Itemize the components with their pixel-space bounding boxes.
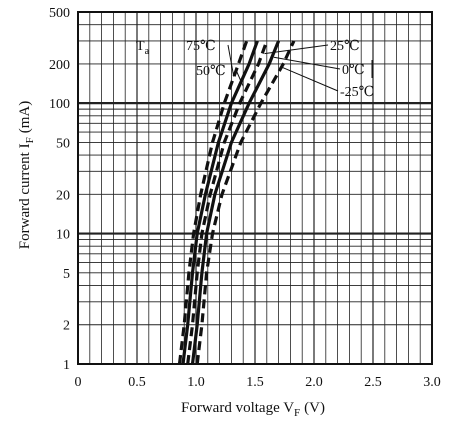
y-tick-label: 10	[56, 228, 70, 243]
y-tick-label: 1	[63, 358, 70, 373]
plot-frame	[77, 11, 433, 365]
temperature-parameter-label: Ta	[136, 39, 150, 57]
series-leader-line	[273, 56, 341, 70]
x-tick-label: 1.5	[246, 375, 264, 390]
x-tick-label: 1.0	[187, 375, 205, 390]
grid	[78, 12, 433, 364]
x-tick-label: 3.0	[423, 375, 441, 390]
curves	[177, 40, 296, 365]
series-label: -25℃	[340, 85, 374, 100]
x-tick-label: 2.5	[364, 375, 382, 390]
y-tick-label: 20	[56, 188, 70, 203]
y-tick-label: 500	[49, 6, 70, 21]
series-line	[181, 40, 259, 365]
y-tick-label: 2	[63, 319, 70, 334]
series-leader-line	[235, 69, 244, 87]
x-tick-label: 2.0	[305, 375, 323, 390]
y-axis-label: Forward current IF(mA)	[17, 101, 36, 249]
y-tick-label: 5	[63, 267, 70, 282]
series-line	[190, 40, 281, 365]
series-leader-line	[227, 44, 235, 77]
annotations: Ta 75℃ 50℃ 25℃ 0℃ -25℃	[136, 39, 374, 100]
series-label: 75℃	[186, 39, 216, 54]
series-leader-line	[264, 44, 329, 55]
series-line	[186, 40, 269, 365]
y-tick-label: 100	[49, 97, 70, 112]
x-tick-label: 0.5	[128, 375, 146, 390]
series-line	[195, 40, 296, 365]
series-line	[177, 40, 249, 365]
y-tick-label: 50	[56, 136, 70, 151]
y-tick-label: 200	[49, 58, 70, 73]
x-tick-label: 0	[75, 375, 82, 390]
series-leader-line	[280, 66, 339, 92]
series-label: 0℃	[342, 63, 365, 78]
tick-labels: 0 0.5 1.0 1.5 2.0 2.5 3.0 1 2 5 10 20 50 100 200 500	[49, 6, 441, 390]
series-label: 25℃	[330, 39, 360, 54]
series-label: 50℃	[196, 64, 226, 79]
x-axis-label: Forward voltage VF (V)	[181, 400, 325, 419]
